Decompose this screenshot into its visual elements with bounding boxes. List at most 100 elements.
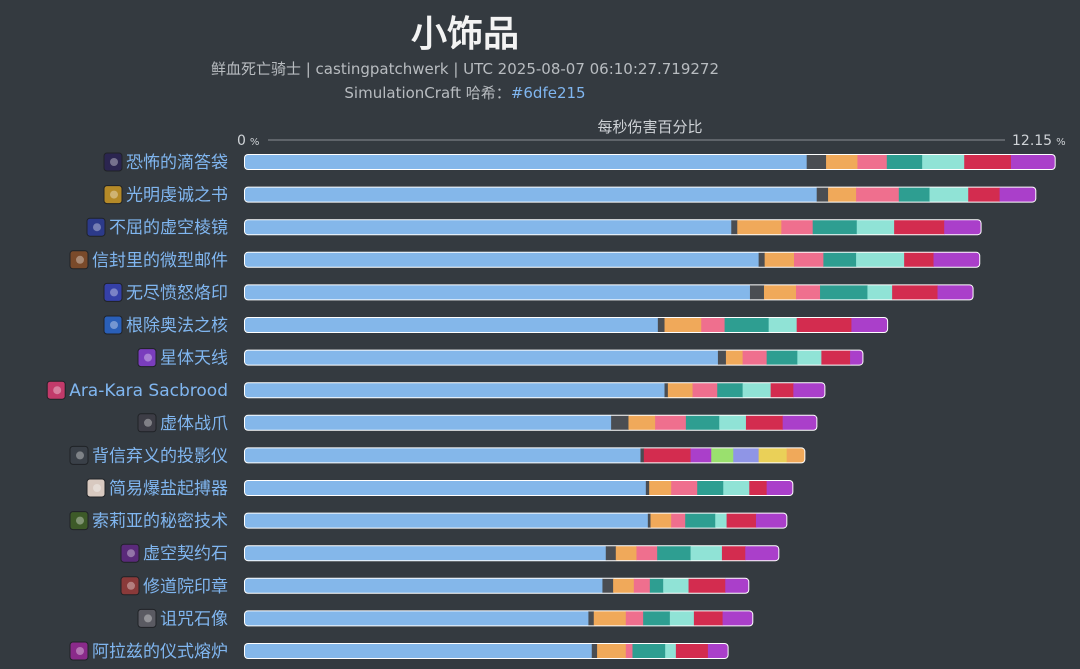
- bar-segment[interactable]: [697, 480, 724, 496]
- bar-segment[interactable]: [692, 382, 718, 398]
- bar-segment[interactable]: [766, 350, 798, 366]
- bar-segment[interactable]: [933, 252, 981, 268]
- bar-segment[interactable]: [766, 480, 794, 496]
- bar-segment[interactable]: [797, 350, 822, 366]
- bar-segment[interactable]: [643, 447, 692, 463]
- bar-segment[interactable]: [821, 350, 851, 366]
- bar-segment[interactable]: [794, 252, 824, 268]
- category-label[interactable]: Ara-Kara Sacbrood: [69, 381, 228, 401]
- bar-segment[interactable]: [588, 610, 595, 626]
- bar-segment[interactable]: [726, 513, 757, 529]
- bar-segment[interactable]: [647, 513, 652, 529]
- bar-segment[interactable]: [657, 545, 692, 561]
- bar-segment[interactable]: [664, 317, 702, 333]
- bar-segment[interactable]: [856, 219, 895, 235]
- category-label[interactable]: 修道院印章: [143, 577, 228, 597]
- bar-segment[interactable]: [645, 480, 650, 496]
- bar-segment[interactable]: [657, 317, 666, 333]
- bar-segment[interactable]: [723, 480, 750, 496]
- bar-segment[interactable]: [671, 480, 698, 496]
- bar-segment[interactable]: [733, 447, 760, 463]
- category-label[interactable]: 背信弃义的投影仪: [92, 446, 228, 466]
- bar-segment[interactable]: [770, 382, 794, 398]
- bar-segment[interactable]: [671, 513, 686, 529]
- bar-segment[interactable]: [244, 643, 593, 659]
- bar-segment[interactable]: [244, 350, 719, 366]
- bar-segment[interactable]: [244, 382, 666, 398]
- bar-segment[interactable]: [244, 513, 649, 529]
- bar-segment[interactable]: [688, 578, 726, 594]
- bar-segment[interactable]: [749, 284, 765, 300]
- category-label[interactable]: 索莉亚的秘密技术: [92, 512, 228, 532]
- bar-segment[interactable]: [745, 415, 784, 431]
- bar-segment[interactable]: [625, 643, 633, 659]
- bar-segment[interactable]: [764, 252, 795, 268]
- bar-segment[interactable]: [690, 545, 723, 561]
- category-label[interactable]: 光明虔诚之书: [126, 186, 228, 206]
- bar-segment[interactable]: [244, 480, 647, 496]
- bar-segment[interactable]: [867, 284, 893, 300]
- category-label[interactable]: 信封里的微型邮件: [92, 251, 228, 271]
- bar-segment[interactable]: [244, 415, 612, 431]
- bar-segment[interactable]: [749, 480, 768, 496]
- bar-segment[interactable]: [944, 219, 982, 235]
- bar-segment[interactable]: [667, 382, 694, 398]
- bar-segment[interactable]: [937, 284, 975, 300]
- bar-segment[interactable]: [693, 610, 724, 626]
- bar-segment[interactable]: [643, 610, 671, 626]
- bar-segment[interactable]: [755, 513, 788, 529]
- bar-segment[interactable]: [782, 415, 818, 431]
- bar-segment[interactable]: [593, 610, 627, 626]
- bar-segment[interactable]: [685, 513, 716, 529]
- bar-segment[interactable]: [828, 187, 857, 203]
- bar-segment[interactable]: [763, 284, 797, 300]
- bar-segment[interactable]: [605, 545, 617, 561]
- category-label[interactable]: 诅咒石像: [160, 609, 228, 629]
- bar-segment[interactable]: [968, 187, 1001, 203]
- bar-segment[interactable]: [244, 284, 751, 300]
- bar-segment[interactable]: [850, 350, 864, 366]
- bar-segment[interactable]: [701, 317, 726, 333]
- bar-segment[interactable]: [244, 447, 641, 463]
- bar-segment[interactable]: [244, 187, 818, 203]
- bar-segment[interactable]: [597, 643, 627, 659]
- bar-segment[interactable]: [591, 643, 598, 659]
- bar-segment[interactable]: [628, 415, 656, 431]
- bar-segment[interactable]: [655, 415, 687, 431]
- bar-segment[interactable]: [244, 219, 732, 235]
- bar-segment[interactable]: [851, 317, 888, 333]
- bar-segment[interactable]: [717, 382, 744, 398]
- bar-segment[interactable]: [613, 578, 635, 594]
- bar-segment[interactable]: [717, 350, 727, 366]
- bar-segment[interactable]: [649, 480, 672, 496]
- bar-segment[interactable]: [675, 643, 709, 659]
- bar-segment[interactable]: [796, 317, 852, 333]
- bar-segment[interactable]: [244, 578, 603, 594]
- bar-segment[interactable]: [898, 187, 931, 203]
- bar-segment[interactable]: [904, 252, 935, 268]
- category-label[interactable]: 简易爆盐起搏器: [109, 479, 228, 499]
- bar-segment[interactable]: [737, 219, 782, 235]
- bar-segment[interactable]: [640, 447, 645, 463]
- bar-segment[interactable]: [244, 610, 589, 626]
- bar-segment[interactable]: [796, 284, 821, 300]
- bar-segment[interactable]: [244, 545, 607, 561]
- bar-segment[interactable]: [786, 447, 806, 463]
- category-label[interactable]: 虚空契约石: [143, 544, 228, 564]
- bar-segment[interactable]: [816, 187, 829, 203]
- bar-segment[interactable]: [632, 643, 666, 659]
- bar-segment[interactable]: [690, 447, 712, 463]
- hash-link[interactable]: #6dfe215: [511, 84, 586, 102]
- bar-segment[interactable]: [742, 350, 768, 366]
- bar-segment[interactable]: [724, 317, 770, 333]
- bar-segment[interactable]: [663, 578, 690, 594]
- category-label[interactable]: 恐怖的滴答袋: [126, 153, 228, 173]
- bar-segment[interactable]: [857, 154, 888, 170]
- bar-segment[interactable]: [886, 154, 923, 170]
- bar-segment[interactable]: [894, 219, 945, 235]
- bar-segment[interactable]: [685, 415, 720, 431]
- category-label[interactable]: 根除奥法之核: [126, 316, 228, 336]
- bar-segment[interactable]: [929, 187, 969, 203]
- bar-segment[interactable]: [758, 447, 788, 463]
- bar-segment[interactable]: [615, 545, 637, 561]
